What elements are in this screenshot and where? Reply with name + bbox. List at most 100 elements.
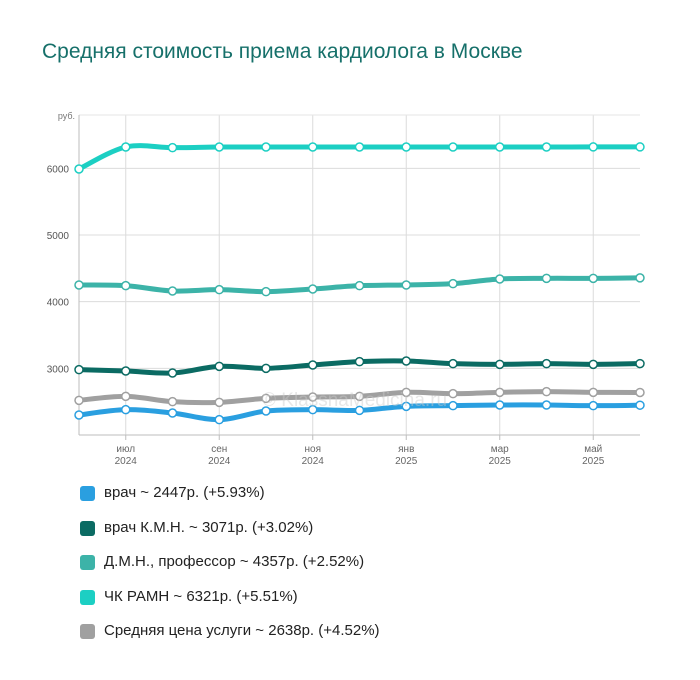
legend-swatch bbox=[80, 624, 95, 639]
legend-label: Средняя цена услуги ~ 2638р. (+4.52%) bbox=[104, 622, 380, 639]
series-3-point[interactable] bbox=[401, 280, 411, 290]
series-4-point[interactable] bbox=[588, 142, 598, 152]
legend-label: Д.М.Н., профессор ~ 4357р. (+2.52%) bbox=[104, 553, 365, 570]
series-2-point[interactable] bbox=[167, 368, 178, 378]
series-1-point[interactable] bbox=[541, 400, 552, 410]
series-points bbox=[74, 142, 645, 425]
series-1-point[interactable] bbox=[167, 408, 178, 418]
series-2-point[interactable] bbox=[308, 360, 318, 370]
series-4-point[interactable] bbox=[261, 142, 271, 152]
watermark: © KlassnaMedicina.ru bbox=[262, 390, 448, 411]
series-1-point[interactable] bbox=[401, 401, 411, 412]
y-tick-label: 3000 bbox=[47, 364, 70, 375]
legend-item[interactable]: врач ~ 2447р. (+5.93%) bbox=[80, 484, 380, 519]
series-4-point[interactable] bbox=[214, 142, 224, 152]
series-0-point[interactable] bbox=[261, 393, 271, 404]
series-2-point[interactable] bbox=[541, 358, 552, 369]
series-1-point[interactable] bbox=[354, 405, 365, 416]
series-4-point[interactable] bbox=[308, 142, 318, 152]
legend-swatch bbox=[80, 486, 95, 501]
series-0-point[interactable] bbox=[121, 391, 131, 402]
series-1-point[interactable] bbox=[588, 400, 598, 411]
y-tick-label: 4000 bbox=[47, 298, 70, 309]
series-3-point[interactable] bbox=[541, 273, 552, 284]
series-3-point[interactable] bbox=[167, 286, 178, 296]
series-4-point[interactable] bbox=[495, 142, 505, 152]
x-tick-label-year: 2024 bbox=[302, 456, 325, 467]
legend-label: врач К.М.Н. ~ 3071р. (+3.02%) bbox=[104, 518, 314, 536]
series-2-point[interactable] bbox=[74, 364, 84, 375]
series-4-point[interactable] bbox=[121, 142, 131, 152]
x-tick-label-year: 2025 bbox=[489, 456, 512, 467]
series-0-point[interactable] bbox=[448, 388, 458, 399]
series-2-point[interactable] bbox=[635, 358, 645, 369]
series-3-point[interactable] bbox=[635, 273, 645, 283]
series-1-point[interactable] bbox=[635, 400, 645, 410]
series-3-point[interactable] bbox=[495, 274, 505, 284]
series-3-point[interactable] bbox=[448, 278, 458, 289]
series-0-point[interactable] bbox=[354, 391, 365, 402]
series-0-point[interactable] bbox=[401, 387, 411, 398]
legend: врач ~ 2447р. (+5.93%) врач К.М.Н. ~ 3071… bbox=[80, 484, 380, 657]
series-1-point[interactable] bbox=[74, 410, 84, 420]
series-2-point[interactable] bbox=[121, 366, 131, 376]
series-4-point[interactable] bbox=[635, 142, 645, 152]
x-tick-label-year: 2025 bbox=[582, 456, 605, 467]
series-2-point[interactable] bbox=[401, 356, 411, 366]
y-tick-label: 6000 bbox=[47, 164, 70, 175]
x-tick-label-month: май bbox=[584, 444, 602, 455]
series-0-point[interactable] bbox=[635, 387, 645, 398]
series-1-point[interactable] bbox=[448, 400, 458, 411]
series-4-point[interactable] bbox=[448, 142, 458, 152]
legend-item[interactable]: врач К.М.Н. ~ 3071р. (+3.02%) bbox=[80, 519, 380, 554]
legend-label: врач ~ 2447р. (+5.93%) bbox=[104, 484, 265, 501]
series-1-point[interactable] bbox=[121, 404, 131, 415]
chart-title: Средняя стоимость приема кардиолога в Мо… bbox=[42, 40, 523, 63]
series-2-point[interactable] bbox=[261, 363, 271, 374]
legend-item[interactable]: Д.М.Н., профессор ~ 4357р. (+2.52%) bbox=[80, 553, 380, 588]
series-0-point[interactable] bbox=[541, 386, 552, 397]
series-4-point[interactable] bbox=[167, 142, 178, 153]
legend-item[interactable]: Средняя цена услуги ~ 2638р. (+4.52%) bbox=[80, 622, 380, 657]
legend-swatch bbox=[80, 589, 95, 605]
series-3-point[interactable] bbox=[588, 273, 598, 284]
legend-label: ЧК РАМН ~ 6321р. (+5.51%) bbox=[104, 587, 298, 605]
x-tick-label-year: 2025 bbox=[395, 456, 418, 467]
series-3-point[interactable] bbox=[308, 284, 318, 294]
series-4-point[interactable] bbox=[401, 142, 411, 152]
x-tick-label-year: 2024 bbox=[115, 456, 138, 467]
x-tick-label-year: 2024 bbox=[208, 456, 231, 467]
series-1-point[interactable] bbox=[308, 404, 318, 415]
x-tick-label-month: янв bbox=[398, 444, 414, 455]
legend-swatch bbox=[80, 520, 95, 536]
series-0-point[interactable] bbox=[74, 395, 84, 406]
series-2-point[interactable] bbox=[448, 358, 458, 369]
series-2-point[interactable] bbox=[214, 361, 224, 372]
series-0-point[interactable] bbox=[214, 397, 224, 408]
series-3-point[interactable] bbox=[261, 286, 271, 297]
series-0-point[interactable] bbox=[495, 387, 505, 398]
series-4-point[interactable] bbox=[74, 164, 84, 174]
series-4-point[interactable] bbox=[354, 142, 365, 152]
series-0-point[interactable] bbox=[308, 392, 318, 402]
series-3-point[interactable] bbox=[214, 284, 224, 295]
chart-plot: 3000400050006000руб.июл2024сен2024ноя202… bbox=[47, 111, 645, 467]
series-4-point[interactable] bbox=[541, 142, 552, 152]
series-2-point[interactable] bbox=[588, 359, 598, 370]
series-3-point[interactable] bbox=[354, 280, 365, 291]
grid bbox=[79, 114, 640, 435]
series-1-point[interactable] bbox=[261, 406, 271, 416]
series-2-point[interactable] bbox=[495, 359, 505, 370]
series-3-point[interactable] bbox=[74, 280, 84, 290]
series-0-point[interactable] bbox=[167, 396, 178, 407]
x-tick-label-month: сен bbox=[211, 444, 227, 455]
y-tick-label: 5000 bbox=[47, 231, 70, 242]
series-0-point[interactable] bbox=[588, 387, 598, 398]
legend-item[interactable]: ЧК РАМН ~ 6321р. (+5.51%) bbox=[80, 588, 380, 623]
x-tick-label-month: ноя bbox=[305, 444, 322, 455]
series-2-point[interactable] bbox=[354, 356, 365, 367]
axes: 3000400050006000руб.июл2024сен2024ноя202… bbox=[47, 111, 640, 467]
series-1-point[interactable] bbox=[495, 400, 505, 410]
series-3-point[interactable] bbox=[121, 280, 131, 291]
series-1-point[interactable] bbox=[214, 414, 224, 425]
